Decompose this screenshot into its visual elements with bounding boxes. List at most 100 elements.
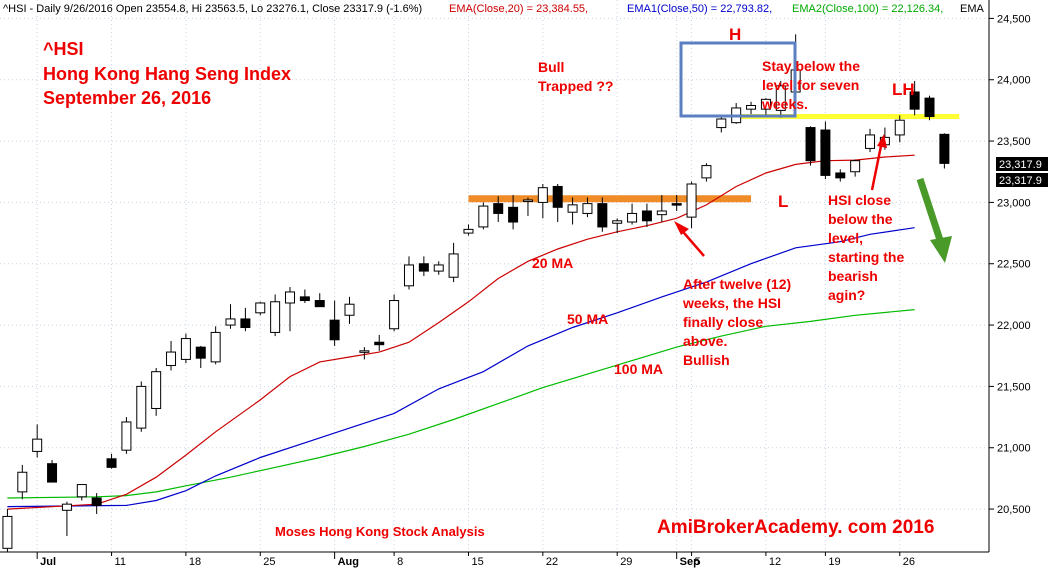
x-tick-label: 18 bbox=[189, 556, 201, 568]
price-tag-1: 23,317.9 bbox=[999, 159, 1042, 171]
label-100ma: 100 MA bbox=[614, 361, 663, 377]
candle-body-down bbox=[671, 203, 682, 206]
credit-text: Moses Hong Kong Stock Analysis bbox=[275, 524, 485, 539]
x-tick-label: 11 bbox=[115, 556, 126, 568]
candle-body-down bbox=[91, 497, 102, 506]
candle-body-up bbox=[121, 421, 132, 451]
after-twelve-line4: above. bbox=[683, 333, 727, 349]
candle bbox=[641, 203, 652, 227]
candle bbox=[2, 509, 13, 552]
arrow-lh-head bbox=[877, 134, 887, 148]
candle-body-down bbox=[106, 458, 117, 468]
candle-body-up bbox=[32, 438, 43, 452]
header-legend: ^HSI - Daily 9/26/2016 Open 23554.8, Hi … bbox=[3, 3, 985, 15]
candle bbox=[166, 341, 177, 371]
bearish-arrow-head bbox=[930, 236, 952, 263]
candle-body-up bbox=[567, 204, 578, 213]
candle-body-down bbox=[508, 206, 519, 223]
ema20-line bbox=[7, 154, 915, 510]
axes: 20,500 21,000 21,500 22,000 22,500 23,000 23,5… bbox=[0, 0, 1031, 568]
ema100-line bbox=[7, 309, 915, 499]
bearish-arrow bbox=[916, 177, 944, 242]
candle bbox=[478, 202, 489, 230]
candle bbox=[91, 493, 102, 514]
candle-body-up bbox=[701, 165, 712, 179]
candle-body-up bbox=[865, 134, 876, 149]
candle bbox=[835, 169, 846, 182]
label-high: H bbox=[729, 25, 741, 44]
candle-body-up bbox=[225, 318, 236, 326]
candle-body-up bbox=[359, 350, 370, 353]
candle bbox=[820, 121, 831, 180]
candle-body-up bbox=[760, 98, 771, 110]
candle-body-up bbox=[463, 228, 474, 234]
stay-below-line3: weeks. bbox=[761, 96, 808, 112]
candle-body-down bbox=[835, 172, 846, 179]
y-tick-label: 23,500 bbox=[997, 136, 1031, 148]
candle-body-up bbox=[627, 212, 638, 223]
price-tag-2: 23,317.9 bbox=[999, 175, 1042, 187]
candle bbox=[552, 184, 563, 223]
candle-body-up bbox=[656, 210, 667, 216]
candle-body-up bbox=[716, 118, 727, 129]
hsi-close-line4: starting the bbox=[828, 249, 904, 265]
candle-body-up bbox=[270, 301, 281, 333]
candle-body-up bbox=[522, 199, 533, 202]
chart-title: ^HSI Hong Kong Hang Seng Index September… bbox=[43, 39, 291, 108]
hsi-close-line3: level, bbox=[828, 230, 863, 246]
annotations: Bull Trapped ?? H LH L Stay below the le… bbox=[275, 25, 934, 539]
candle-body-down bbox=[47, 463, 58, 483]
candle-body-down bbox=[493, 203, 504, 214]
candle bbox=[894, 115, 905, 143]
candle bbox=[389, 294, 400, 332]
candle-body-up bbox=[151, 371, 162, 409]
candle-body-up bbox=[389, 300, 400, 330]
candle bbox=[344, 296, 355, 324]
candle bbox=[17, 464, 28, 500]
y-tick-label: 22,500 bbox=[997, 259, 1031, 271]
candle-body-down bbox=[329, 319, 340, 341]
candle-body-down bbox=[820, 129, 831, 176]
grid bbox=[0, 0, 989, 552]
x-tick-label: 8 bbox=[397, 556, 403, 568]
after-twelve-line1: After twelve (12) bbox=[683, 276, 791, 292]
candle bbox=[522, 197, 533, 216]
ema50-line bbox=[7, 227, 915, 508]
candle-body-up bbox=[17, 471, 28, 493]
candle bbox=[597, 197, 608, 232]
candle bbox=[374, 334, 385, 351]
ema50-legend: EMA1(Close,50) = 22,793.82, bbox=[627, 3, 772, 15]
label-lower-high: LH bbox=[892, 80, 915, 99]
candle bbox=[805, 126, 816, 166]
candle-body-down bbox=[924, 97, 935, 118]
candle bbox=[493, 196, 504, 223]
candle bbox=[240, 307, 251, 332]
candle-body-down bbox=[939, 133, 950, 164]
x-tick-label: Jul bbox=[40, 556, 56, 568]
candle-body-down bbox=[805, 127, 816, 162]
hsi-close-line6: agin? bbox=[828, 287, 865, 303]
candle bbox=[567, 197, 578, 225]
stay-below-line1: Stay below the bbox=[762, 58, 860, 74]
candle-body-down bbox=[597, 203, 608, 228]
hsi-close-line1: HSI close bbox=[828, 192, 891, 208]
high-highlight-box bbox=[679, 41, 797, 118]
price-tag-2-bg bbox=[996, 173, 1048, 187]
candle bbox=[285, 287, 296, 332]
hsi-close-line5: bearish bbox=[828, 268, 878, 284]
candle-body-up bbox=[746, 104, 757, 110]
candle-body-up bbox=[76, 484, 87, 498]
candle bbox=[701, 163, 712, 182]
candle bbox=[121, 417, 132, 454]
y-tick-label: 21,500 bbox=[997, 381, 1031, 393]
x-tick-label: Sep bbox=[680, 556, 700, 568]
x-tick-label: 12 bbox=[769, 556, 781, 568]
arrow-20ma-cross-head bbox=[674, 221, 689, 235]
candle-body-down bbox=[909, 91, 920, 110]
candle bbox=[582, 197, 593, 218]
candle bbox=[47, 460, 58, 483]
candle bbox=[195, 345, 206, 368]
y-tick-label: 23,000 bbox=[997, 197, 1031, 209]
